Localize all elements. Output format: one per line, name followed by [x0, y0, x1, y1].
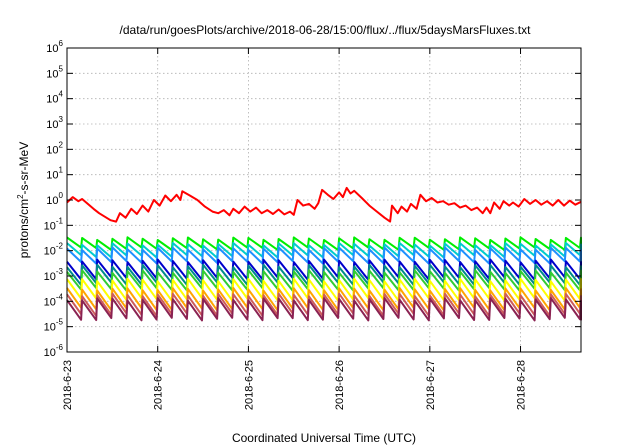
y-tick-label: 10-6 [44, 343, 64, 359]
x-tick-label: 2018-6-23 [62, 360, 74, 410]
y-tick-label: 10-1 [44, 216, 64, 232]
x-tick-label: 2018-6-28 [516, 360, 528, 410]
y-tick-label: 103 [46, 115, 63, 131]
series-line [66, 186, 582, 223]
y-tick-label: 10-5 [44, 318, 64, 334]
y-tick-label: 101 [46, 166, 63, 182]
x-tick-label: 2018-6-24 [153, 360, 165, 410]
y-tick-label: 102 [46, 140, 63, 156]
y-tick-label: 104 [46, 90, 63, 106]
x-tick-labels: 2018-6-23 2018-6-24 2018-6-25 2018-6-26 2018… [62, 360, 528, 410]
chart-title: /data/run/goesPlots/archive/2018-06-28/1… [120, 23, 532, 37]
x-tick-label: 2018-6-27 [425, 360, 437, 410]
x-tick-label: 2018-6-25 [243, 360, 255, 410]
y-tick-label: 100 [46, 191, 63, 207]
y-tick-label: 106 [46, 39, 63, 55]
plot-frame [66, 47, 582, 353]
y-tick-label: 10-3 [44, 267, 64, 283]
y-tick-labels: 10-6 10-5 10-4 10-3 10-2 10-1 100 101 102 103 104 1… [44, 39, 64, 359]
y-tick-label: 105 [46, 64, 63, 80]
y-axis-label: protons/cm2-s-sr-MeV [16, 142, 31, 258]
series-line [66, 297, 582, 322]
x-tick-label: 2018-6-26 [334, 360, 346, 410]
y-tick-label: 10-2 [44, 242, 64, 258]
series-layer [66, 186, 582, 322]
y-tick-label: 10-4 [44, 292, 64, 308]
x-axis-label: Coordinated Universal Time (UTC) [232, 431, 416, 445]
series-line [66, 246, 582, 265]
